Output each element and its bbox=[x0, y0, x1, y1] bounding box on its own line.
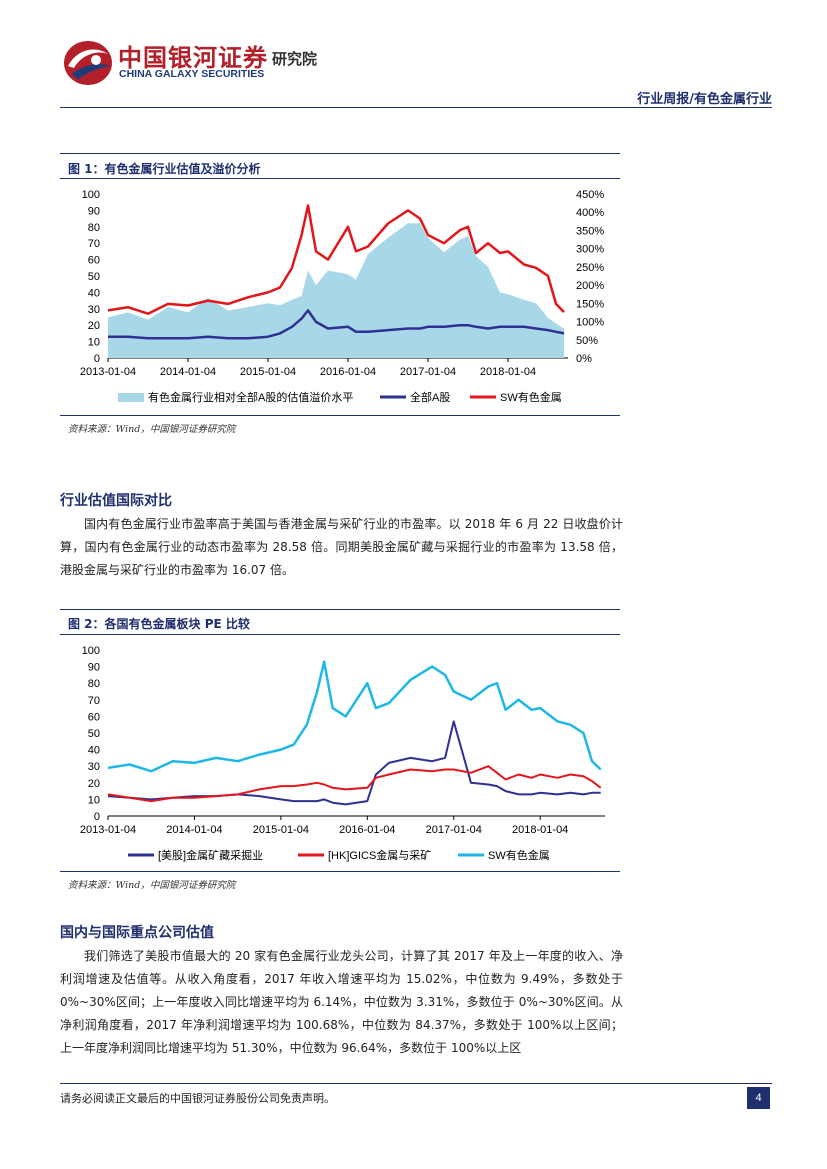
legend-swatch-0 bbox=[118, 393, 144, 402]
logo-en-text: CHINA GALAXY SECURITIES bbox=[119, 68, 265, 80]
x-tick-label: 2015-01-04 bbox=[240, 366, 296, 378]
x-tick-label: 2018-01-04 bbox=[512, 824, 568, 836]
y-left-tick-label: 0 bbox=[94, 811, 100, 823]
x-tick-label: 2018-01-04 bbox=[480, 366, 536, 378]
series-line-1 bbox=[107, 765, 602, 803]
figure1-chart: 0 10 20 30 40 50 60 70 80 90 100 0% 50% 100% 150% 200% 2… bbox=[80, 189, 604, 404]
x-tick-label: 2014-01-04 bbox=[166, 824, 222, 836]
y-left-tick-label: 0 bbox=[94, 353, 100, 365]
report-type: 行业周报/有色金属行业 bbox=[637, 92, 772, 107]
x-tick-label: 2013-01-04 bbox=[80, 824, 136, 836]
figure2-title: 图 2：各国有色金属板块 PE 比较 bbox=[68, 617, 250, 631]
series-area-0 bbox=[108, 223, 564, 358]
y-left-tick-label: 20 bbox=[88, 320, 100, 332]
header-divider bbox=[60, 107, 772, 108]
y-left-tick-label: 80 bbox=[88, 222, 100, 234]
company-logo: 中国银河证券 CHINA GALAXY SECURITIES 研究院 bbox=[62, 36, 342, 90]
y-left-tick-label: 60 bbox=[88, 255, 100, 267]
section2-paragraph: 我们筛选了美股市值最大的 20 家有色金属行业龙头公司，计算了其 2017 年及… bbox=[60, 945, 623, 1060]
y-left-tick-label: 90 bbox=[88, 205, 100, 217]
y-left-tick-label: 20 bbox=[88, 778, 100, 790]
figure2-source: 资料来源：Wind，中国银河证券研究院 bbox=[68, 880, 236, 891]
y-left-tick-label: 60 bbox=[88, 711, 100, 723]
y-left-tick-label: 10 bbox=[88, 794, 100, 806]
y-left-tick-label: 80 bbox=[88, 678, 100, 690]
footer-divider bbox=[60, 1083, 772, 1084]
y-left-tick-label: 100 bbox=[82, 645, 100, 657]
section2-heading: 国内与国际重点公司估值 bbox=[60, 925, 214, 941]
x-tick-label: 2017-01-04 bbox=[426, 824, 482, 836]
y-left-tick-label: 100 bbox=[82, 189, 100, 201]
y-right-tick-label: 400% bbox=[576, 207, 604, 219]
figure2-top-rule bbox=[60, 609, 620, 610]
logo-cn-text: 中国银河证券 bbox=[118, 44, 268, 72]
x-tick-label: 2014-01-04 bbox=[160, 366, 216, 378]
page-number: 4 bbox=[747, 1087, 770, 1109]
y-left-tick-label: 50 bbox=[88, 271, 100, 283]
footer-disclaimer: 请务必阅读正文最后的中国银河证券股份公司免责声明。 bbox=[60, 1092, 335, 1105]
y-left-tick-label: 30 bbox=[88, 304, 100, 316]
figure1-source: 资料来源：Wind，中国银河证券研究院 bbox=[68, 424, 236, 435]
y-left-tick-label: 40 bbox=[88, 287, 100, 299]
y-left-tick-label: 40 bbox=[88, 745, 100, 757]
x-tick-label: 2013-01-04 bbox=[80, 366, 136, 378]
x-tick-label: 2016-01-04 bbox=[339, 824, 395, 836]
y-right-tick-label: 450% bbox=[576, 189, 604, 201]
legend-label-0: 有色金属行业相对全部A股的估值溢价水平 bbox=[148, 390, 353, 404]
y-left-tick-label: 90 bbox=[88, 662, 100, 674]
legend-label-2: SW有色金属 bbox=[488, 848, 550, 862]
legend-label-1: [HK]GICS金属与采矿 bbox=[328, 848, 431, 862]
section2-text: 我们筛选了美股市值最大的 20 家有色金属行业龙头公司，计算了其 2017 年及… bbox=[60, 949, 623, 1055]
y-right-tick-label: 50% bbox=[576, 335, 598, 347]
figure1-title-rule bbox=[60, 178, 620, 179]
y-right-tick-label: 300% bbox=[576, 244, 604, 256]
series-line-2 bbox=[107, 660, 602, 773]
figure1-top-rule bbox=[60, 153, 620, 154]
y-left-tick-label: 30 bbox=[88, 761, 100, 773]
y-right-tick-label: 350% bbox=[576, 225, 604, 237]
y-right-tick-label: 200% bbox=[576, 280, 604, 292]
series-line-2 bbox=[107, 204, 565, 315]
section1-paragraph: 国内有色金属行业市盈率高于美国与香港金属与采矿行业的市盈率。以 2018 年 6… bbox=[60, 513, 623, 582]
y-right-tick-label: 0% bbox=[576, 353, 592, 365]
y-right-tick-label: 250% bbox=[576, 262, 604, 274]
y-left-tick-label: 10 bbox=[88, 337, 100, 349]
section1-text: 国内有色金属行业市盈率高于美国与香港金属与采矿行业的市盈率。以 2018 年 6… bbox=[60, 517, 623, 577]
logo-sub-text: 研究院 bbox=[272, 50, 318, 68]
section1-heading: 行业估值国际对比 bbox=[60, 493, 172, 509]
legend-label-2: SW有色金属 bbox=[500, 390, 562, 404]
x-tick-label: 2015-01-04 bbox=[253, 824, 309, 836]
y-left-tick-label: 70 bbox=[88, 695, 100, 707]
figure2-title-rule bbox=[60, 634, 620, 635]
x-tick-label: 2016-01-04 bbox=[320, 366, 376, 378]
x-tick-label: 2017-01-04 bbox=[400, 366, 456, 378]
figure1-title: 图 1：有色金属行业估值及溢价分析 bbox=[68, 162, 261, 176]
series-line-1 bbox=[108, 309, 565, 340]
legend-label-0: [美股]金属矿藏采掘业 bbox=[158, 848, 263, 862]
legend-label-1: 全部A股 bbox=[410, 390, 450, 404]
figure2-bottom-rule bbox=[60, 871, 620, 872]
figure1-bottom-rule bbox=[60, 415, 620, 416]
y-left-tick-label: 70 bbox=[88, 238, 100, 250]
figure2-chart: 0 10 20 30 40 50 60 70 80 90 100 2013-01-04 2014-01-… bbox=[80, 645, 605, 862]
y-left-tick-label: 50 bbox=[88, 728, 100, 740]
y-right-tick-label: 100% bbox=[576, 317, 604, 329]
galaxy-logo-icon bbox=[64, 41, 112, 85]
y-right-tick-label: 150% bbox=[576, 298, 604, 310]
